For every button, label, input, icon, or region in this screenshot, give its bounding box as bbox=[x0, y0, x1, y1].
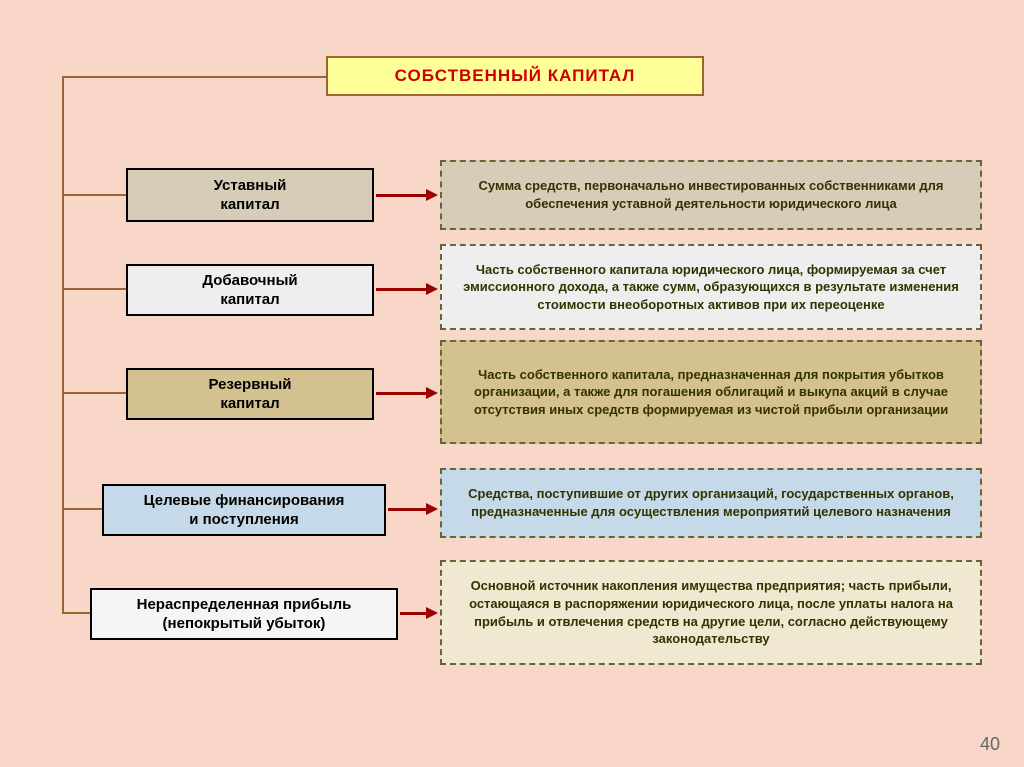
tree-hline-5 bbox=[62, 612, 90, 614]
tree-hline-2 bbox=[62, 288, 126, 290]
description-box-4: Основной источник накопления имущества п… bbox=[440, 560, 982, 665]
category-box-3: Целевые финансирования и поступления bbox=[102, 484, 386, 536]
category-box-0: Уставный капитал bbox=[126, 168, 374, 222]
description-box-1: Часть собственного капитала юридического… bbox=[440, 244, 982, 330]
page-number: 40 bbox=[980, 734, 1000, 755]
arrow-3 bbox=[388, 508, 430, 511]
tree-hline-0 bbox=[62, 76, 326, 78]
tree-hline-3 bbox=[62, 392, 126, 394]
arrow-1 bbox=[376, 288, 430, 291]
arrow-2 bbox=[376, 392, 430, 395]
tree-hline-1 bbox=[62, 194, 126, 196]
tree-vertical-line bbox=[62, 76, 64, 614]
description-box-0: Сумма средств, первоначально инвестирова… bbox=[440, 160, 982, 230]
category-box-2: Резервный капитал bbox=[126, 368, 374, 420]
category-box-4: Нераспределенная прибыль (непокрытый убы… bbox=[90, 588, 398, 640]
tree-hline-4 bbox=[62, 508, 102, 510]
description-box-3: Средства, поступившие от других организа… bbox=[440, 468, 982, 538]
arrow-4 bbox=[400, 612, 430, 615]
description-box-2: Часть собственного капитала, предназначе… bbox=[440, 340, 982, 444]
category-box-1: Добавочный капитал bbox=[126, 264, 374, 316]
arrow-0 bbox=[376, 194, 430, 197]
diagram-title: СОБСТВЕННЫЙ КАПИТАЛ bbox=[326, 56, 704, 96]
